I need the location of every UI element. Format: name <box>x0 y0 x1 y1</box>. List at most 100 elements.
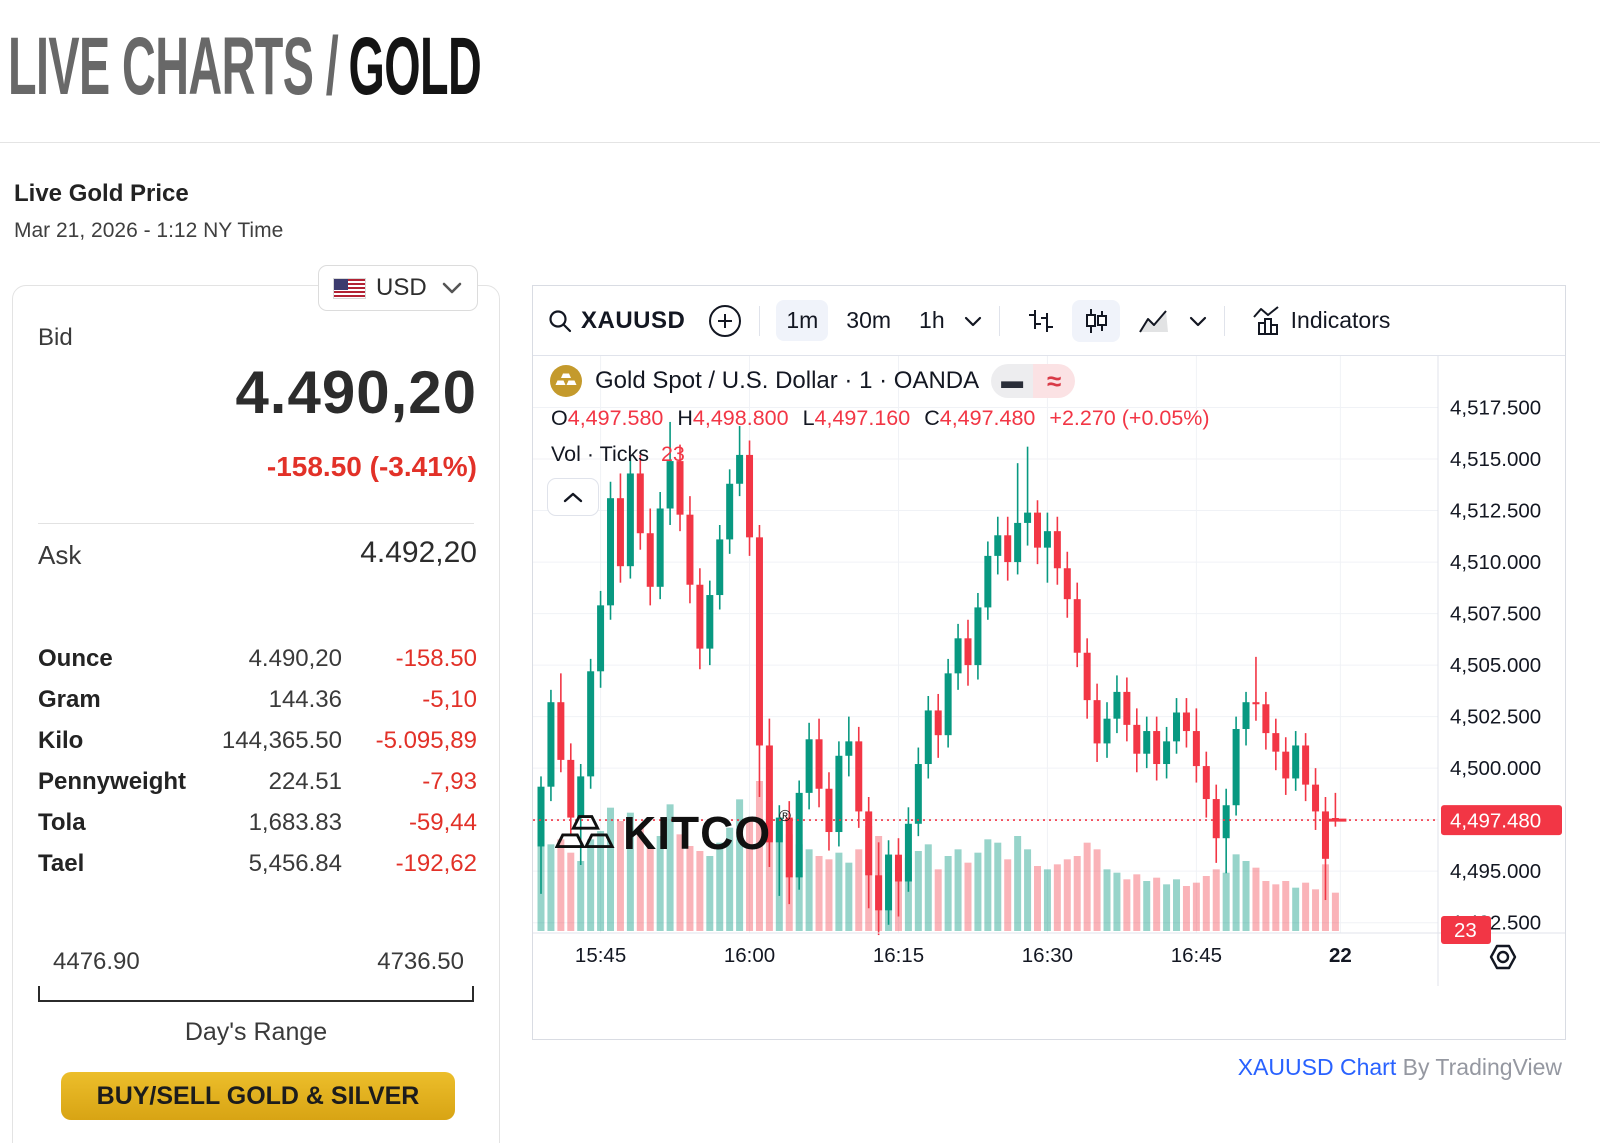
candle-body <box>716 539 724 596</box>
chart-toolbar: XAUUSD 1m 30m 1h <box>533 286 1565 356</box>
tradingview-attribution-link[interactable]: XAUUSD Chart <box>1237 1054 1397 1080</box>
kitco-watermark-text: KITCO <box>623 807 772 859</box>
candle-body <box>894 854 902 882</box>
interval-menu-chevron-icon[interactable] <box>963 314 983 328</box>
candle-body <box>775 817 783 843</box>
volume-bar <box>855 849 863 931</box>
unit-value: 144,365.50 <box>221 726 342 754</box>
interval-button-30m[interactable]: 30m <box>836 300 901 341</box>
table-row-tola: Tola 1,683.83 -59,44 <box>38 802 477 843</box>
volume-bar <box>1242 861 1250 931</box>
ask-price: 4.492,20 <box>360 536 477 569</box>
volume-bar <box>636 827 644 931</box>
candle-body <box>746 454 754 538</box>
candle-body <box>1024 512 1032 523</box>
volume-badge-text: 23 <box>1454 919 1477 942</box>
compare-add-icon[interactable] <box>707 303 743 339</box>
price-axis-label: 4,495.000 <box>1450 860 1541 883</box>
volume-bar <box>626 812 634 931</box>
volume-bar <box>964 862 972 931</box>
volume-bar <box>1103 869 1111 931</box>
candle-body <box>845 741 853 756</box>
volume-bar <box>567 852 575 931</box>
candle-body <box>1043 531 1051 548</box>
volume-bar <box>1143 881 1151 931</box>
candle-body <box>795 792 803 878</box>
unit-change: -158.50 <box>395 644 477 672</box>
volume-bar <box>954 849 962 931</box>
legend-symbol-title[interactable]: Gold Spot / U.S. Dollar · 1 · OANDA <box>595 367 980 394</box>
volume-bar <box>1083 842 1091 931</box>
volume-bar <box>597 831 605 931</box>
chevron-down-icon <box>441 281 463 295</box>
unit-label: Ounce <box>38 644 113 672</box>
quote-timestamp: Mar 21, 2026 - 1:12 NY Time <box>14 219 284 242</box>
candles-style-icon[interactable] <box>1071 299 1120 342</box>
toolbar-divider <box>1223 305 1225 336</box>
unit-label: Pennyweight <box>38 767 187 795</box>
candle-body <box>616 498 624 567</box>
legend-collapse-button[interactable] <box>547 478 599 516</box>
volume-bar <box>1202 876 1210 931</box>
price-chart-svg[interactable]: 4,517.500 4,515.000 4,512.500 4,510.000 4,50… <box>533 356 1565 986</box>
volume-bar <box>1113 872 1121 931</box>
volume-label[interactable]: Vol · Ticks <box>551 442 649 466</box>
candle-body <box>984 555 992 608</box>
candle-body <box>1292 745 1300 779</box>
interval-button-1h[interactable]: 1h <box>909 300 955 341</box>
search-icon[interactable] <box>547 308 573 334</box>
candle-body <box>656 508 664 587</box>
volume-bar <box>1034 866 1041 931</box>
candle-body <box>815 739 823 789</box>
style-menu-chevron-icon[interactable] <box>1188 314 1208 328</box>
gold-quote-card: Bid 4.490,20 -158.50 (-3.41%) Ask 4.492,… <box>12 285 500 1143</box>
volume-bar <box>825 859 833 931</box>
last-price-badge <box>1441 805 1562 836</box>
volume-bar <box>1024 849 1032 931</box>
volume-bar <box>1063 859 1071 931</box>
time-axis-label: 22 <box>1329 944 1352 967</box>
bar-style-icon[interactable] <box>1016 300 1064 342</box>
candle-body <box>1053 531 1061 569</box>
chart-plot-area[interactable]: 4,517.500 4,515.000 4,512.500 4,510.000 4,50… <box>533 356 1565 986</box>
indicators-button[interactable]: Indicators <box>1241 298 1401 344</box>
volume-bar <box>1212 869 1220 931</box>
candle-body <box>1302 745 1310 785</box>
volume-bar <box>924 844 932 931</box>
day-range-label: Day's Range <box>184 1018 328 1046</box>
interval-button-1m[interactable]: 1m <box>776 300 829 341</box>
ohlc-open-value: 4,497.580 <box>567 406 664 430</box>
volume-bar <box>1272 884 1280 931</box>
candle-body <box>1113 691 1121 719</box>
settings-icon[interactable] <box>1485 939 1521 975</box>
candle-body <box>1312 784 1320 812</box>
volume-bar <box>1043 869 1051 931</box>
candle-body <box>1242 702 1250 729</box>
candle-body <box>914 764 922 824</box>
ohlc-open: O4,497.580 <box>551 406 663 431</box>
volume-bar <box>1222 872 1230 931</box>
symbol-search-input[interactable]: XAUUSD <box>581 306 686 334</box>
volume-bar <box>557 839 565 931</box>
legend-minimize-icon[interactable]: ▬ <box>991 364 1034 398</box>
volume-bar <box>1093 849 1101 931</box>
candle-body <box>1143 731 1151 754</box>
candle-body <box>755 537 763 746</box>
ohlc-low-key: L <box>802 406 815 430</box>
candle-body <box>567 759 575 818</box>
candle-body <box>626 473 634 567</box>
buy-sell-button[interactable]: BUY/SELL GOLD & SILVER <box>61 1072 455 1120</box>
area-style-icon[interactable] <box>1128 300 1180 342</box>
volume-bar <box>716 842 724 931</box>
tradingview-attribution-suffix: By TradingView <box>1396 1054 1562 1080</box>
price-axis-label: 4,512.500 <box>1450 500 1541 523</box>
candle-body <box>547 702 555 787</box>
kitco-gold-bars-icon <box>555 815 615 849</box>
delayed-data-icon[interactable]: ≈ <box>1033 364 1076 398</box>
price-axis-label: 4,500.000 <box>1450 757 1541 780</box>
table-row-gram: Gram 144.36 -5,10 <box>38 679 477 720</box>
ohlc-open-key: O <box>551 406 568 430</box>
currency-selector[interactable]: USD <box>318 265 478 311</box>
volume-bar <box>835 852 843 931</box>
